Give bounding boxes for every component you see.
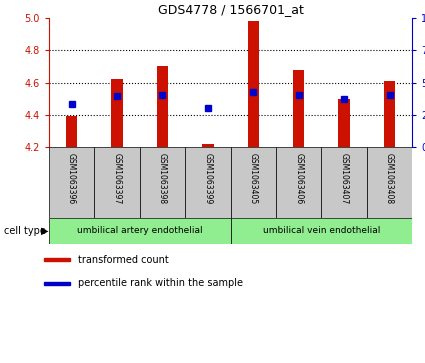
Bar	[248, 21, 259, 147]
Bar	[49, 147, 94, 218]
Bar	[157, 66, 168, 147]
Text: cell type: cell type	[4, 226, 46, 236]
Text: percentile rank within the sample: percentile rank within the sample	[77, 278, 243, 288]
Bar	[66, 117, 77, 147]
Bar	[44, 258, 70, 261]
Bar	[94, 147, 140, 218]
Bar	[140, 147, 185, 218]
Bar	[230, 218, 412, 244]
Text: GSM1063407: GSM1063407	[340, 153, 348, 204]
Bar	[44, 282, 70, 285]
Bar	[293, 70, 304, 147]
Bar	[230, 147, 276, 218]
Bar	[338, 99, 350, 147]
Text: GSM1063398: GSM1063398	[158, 153, 167, 204]
Text: GSM1063396: GSM1063396	[67, 153, 76, 204]
Bar	[49, 218, 230, 244]
Bar	[185, 147, 230, 218]
Text: GSM1063408: GSM1063408	[385, 153, 394, 204]
Text: GSM1063397: GSM1063397	[113, 153, 122, 204]
Bar	[202, 144, 213, 147]
Bar	[111, 79, 123, 147]
Text: GSM1063405: GSM1063405	[249, 153, 258, 204]
Text: GSM1063406: GSM1063406	[294, 153, 303, 204]
Title: GDS4778 / 1566701_at: GDS4778 / 1566701_at	[158, 3, 303, 16]
Bar	[367, 147, 412, 218]
Bar	[384, 81, 395, 147]
Bar	[276, 147, 321, 218]
Text: umbilical artery endothelial: umbilical artery endothelial	[77, 227, 203, 235]
Text: transformed count: transformed count	[77, 255, 168, 265]
Text: ▶: ▶	[41, 226, 48, 236]
Bar	[321, 147, 367, 218]
Text: umbilical vein endothelial: umbilical vein endothelial	[263, 227, 380, 235]
Text: GSM1063399: GSM1063399	[203, 153, 212, 204]
